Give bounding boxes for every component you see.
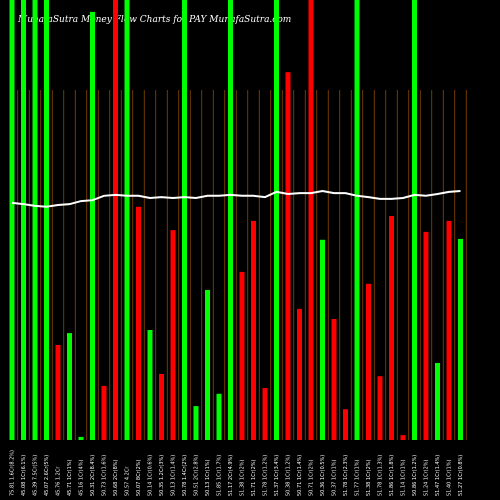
x-tick-label: 51.24 1Cr(2%) (424, 459, 430, 496)
bar (101, 385, 107, 440)
x-tick-label: 50.35 1.2Cr(3%) (159, 455, 165, 496)
bar (458, 238, 463, 440)
x-tick-label: 50.07 8Cr(2%) (136, 459, 142, 496)
x-tick-label: 50.71 1Cr(1.4%) (297, 455, 303, 496)
bar (32, 0, 38, 440)
bar (262, 388, 268, 440)
x-tick-label: 51.17 2Cr(4.9%) (228, 455, 234, 496)
bar (239, 271, 245, 440)
x-tick-label: 45.08 1Cr(6.1%) (21, 455, 27, 496)
bar (400, 435, 406, 440)
x-tick-label: 50.38 1Cr(1.2%) (286, 455, 292, 496)
bar (343, 409, 348, 440)
x-tick-label: 51.85 1Cr(1.7%) (217, 455, 223, 496)
x-tick-label: 50.31 2Cr(8.4%) (90, 455, 96, 496)
bar (320, 239, 325, 440)
x-tick-label: 51.78 1Cr(1.2%) (263, 455, 269, 496)
bar (193, 406, 199, 440)
bar (182, 0, 187, 440)
bar (297, 308, 302, 440)
bar (412, 0, 417, 440)
bar (124, 0, 130, 440)
bar (205, 289, 210, 440)
x-tick-label: 50.37 1Cr(1%) (332, 459, 338, 496)
bar (90, 11, 95, 440)
x-tick-label: 50.68 2Cr(8%) (113, 459, 119, 496)
bar (21, 0, 26, 440)
bar (377, 376, 383, 440)
x-tick-label: 45.71 1Cr(1%) (67, 459, 73, 496)
bar (331, 319, 337, 440)
x-tick-label: 45.39 7.5Cr(5%) (33, 455, 39, 496)
x-tick-label: 75.81 1.6Cr(8.2%) (10, 450, 16, 496)
x-tick-label: 51.27 1Cr(0.8%) (458, 455, 464, 496)
bar (78, 436, 84, 440)
x-tick-label: 50.86 1Cr(1.2%) (412, 455, 418, 496)
bar (9, 0, 15, 440)
bar (446, 220, 452, 440)
x-tick-label: 51.38 1Cr(2%) (366, 459, 372, 496)
price-line (11, 189, 461, 208)
bar (435, 363, 440, 440)
x-tick-label: 50.14 1Cr(0.6%) (148, 455, 154, 496)
x-tick-label: 51.40 1Cr(1%) (447, 459, 453, 496)
x-tick-label: 50.73 1Cr(1.6%) (102, 455, 108, 496)
x-tick-label: 45.76 1.2Cr (56, 466, 62, 496)
bar (274, 0, 279, 440)
x-tick-label: 51.47 1Cr(1.4%) (435, 455, 441, 496)
bar (159, 374, 164, 440)
x-tick-label: 51.71 1Cr(2%) (251, 459, 257, 496)
bar (423, 231, 429, 440)
x-tick-label: 50.78 1.4Cr(2%) (182, 455, 188, 496)
x-tick-label: 50.36 1Cr(0.5%) (320, 455, 326, 496)
bar (354, 0, 360, 440)
x-tick-label: 50.13 1Cr(1.4%) (171, 455, 177, 496)
bar (55, 344, 61, 440)
bar (251, 220, 256, 440)
x-tick-label: 45.07 2.6Cr(5%) (44, 455, 50, 496)
bar (113, 0, 118, 440)
x-tick-label: 50.51 2Cr(2.8%) (194, 455, 200, 496)
bar (136, 206, 141, 440)
bar (170, 230, 176, 440)
x-tick-label: 50.57 4.2Cr (125, 466, 131, 496)
x-tick-label: 50.13 1Cr(1%) (205, 459, 211, 496)
bar (308, 0, 314, 440)
x-tick-label: 51.77 1Cr(1%) (355, 459, 361, 496)
x-tick-label: 51.37 1Cr(3.4%) (274, 455, 280, 496)
bar (389, 216, 394, 440)
bar (44, 0, 49, 440)
bar (285, 72, 291, 440)
x-tick-label: 51.86 1Cr(1.8%) (389, 455, 395, 496)
x-tick-label: 51.14 1Cr(1%) (401, 459, 407, 496)
chart-title: MunafaSutra Money Flow Charts for PAY Mu… (17, 15, 291, 25)
bar (366, 283, 371, 440)
x-tick-label: 45.16 1Cr(4%) (79, 459, 85, 496)
x-tick-label: 50.71 1Cr(2%) (309, 459, 315, 496)
bar (67, 333, 72, 440)
x-tick-label: 51.38 1Cr(2%) (240, 459, 246, 496)
bar (147, 330, 153, 440)
bar (228, 0, 233, 440)
x-tick-label: 51.78 1Cr(1.3%) (378, 455, 384, 496)
bar (216, 393, 222, 440)
x-tick-label: 51.78 1Cr(2.3%) (343, 455, 349, 496)
